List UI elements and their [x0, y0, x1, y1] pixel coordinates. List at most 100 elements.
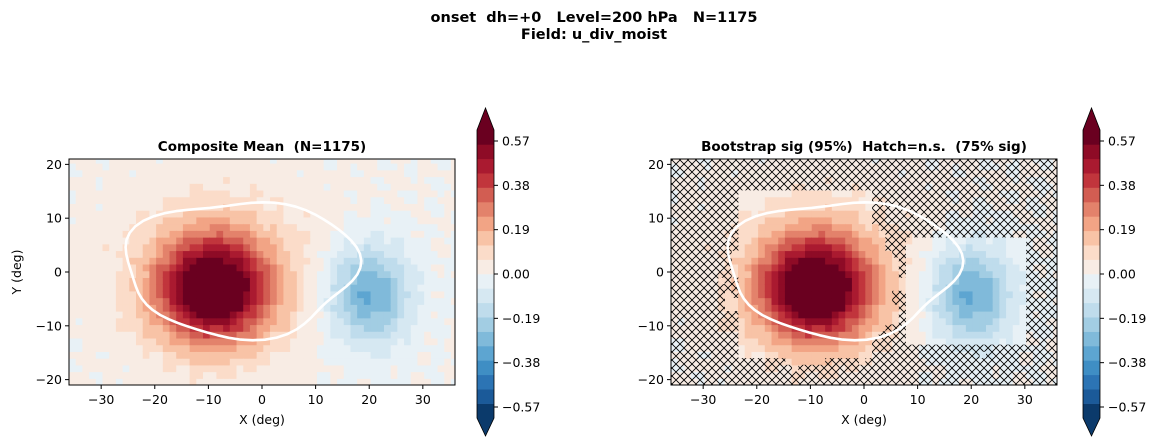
- heatmap-cell: [831, 263, 840, 272]
- hatch-cell: [992, 169, 1000, 177]
- hatch-cell: [671, 317, 679, 325]
- hatch-cell: [1012, 210, 1020, 218]
- hatch-cell: [764, 364, 772, 372]
- hatch-cell: [1006, 230, 1014, 238]
- hatch-cell: [1026, 250, 1034, 258]
- heatmap-cell: [1012, 331, 1021, 339]
- heatmap-cell: [945, 317, 954, 326]
- heatmap-cell: [1012, 284, 1021, 292]
- heatmap-cell: [102, 364, 110, 373]
- hatch-cell: [771, 358, 779, 366]
- heatmap-cell: [69, 189, 77, 198]
- heatmap-cell: [979, 270, 987, 278]
- heatmap-cell: [196, 277, 204, 285]
- heatmap-cell: [296, 257, 305, 265]
- hatch-cell: [838, 163, 846, 171]
- heatmap-cell: [136, 277, 144, 285]
- hatch-cell: [885, 351, 893, 359]
- hatch-cell: [878, 196, 886, 204]
- heatmap-cell: [122, 203, 130, 211]
- heatmap-cell: [410, 263, 419, 272]
- heatmap-cell: [102, 378, 110, 385]
- heatmap-cell: [69, 183, 77, 191]
- heatmap-cell: [189, 159, 197, 164]
- hatch-cell: [878, 189, 886, 198]
- heatmap-cell: [430, 237, 439, 245]
- heatmap-cell: [965, 277, 974, 285]
- heatmap-cell: [169, 210, 177, 218]
- heatmap-cell: [283, 176, 291, 184]
- hatch-cell: [731, 331, 739, 339]
- heatmap-cell: [444, 189, 452, 198]
- heatmap-cell: [851, 331, 860, 339]
- hatch-cell: [1026, 163, 1034, 171]
- heatmap-cell: [972, 277, 980, 285]
- heatmap-cell: [229, 203, 238, 211]
- heatmap-cell: [437, 311, 445, 319]
- hatch-cell: [878, 163, 886, 171]
- heatmap-cell: [397, 364, 405, 373]
- heatmap-cell: [216, 371, 224, 379]
- heatmap-cell: [102, 284, 110, 292]
- heatmap-cell: [136, 223, 144, 231]
- heatmap-cell: [825, 290, 833, 299]
- hatch-cell: [671, 169, 679, 177]
- heatmap-cell: [410, 284, 419, 292]
- heatmap-cell: [263, 284, 271, 292]
- hatch-cell: [858, 183, 866, 191]
- heatmap-cell: [330, 297, 338, 305]
- hatch-cell: [918, 351, 927, 359]
- heatmap-cell: [831, 250, 840, 258]
- heatmap-cell: [390, 163, 398, 171]
- heatmap-cell: [805, 189, 813, 198]
- heatmap-cell: [450, 378, 455, 385]
- heatmap-cell: [223, 277, 231, 285]
- heatmap-cell: [276, 223, 285, 231]
- heatmap-cell: [404, 183, 412, 191]
- hatch-cell: [731, 337, 739, 346]
- heatmap-cell: [196, 284, 204, 292]
- hatch-cell: [965, 196, 973, 204]
- heatmap-cell: [764, 324, 773, 332]
- heatmap-cell: [784, 284, 793, 292]
- heatmap-cell: [310, 163, 318, 171]
- heatmap-cell: [209, 378, 218, 385]
- heatmap-cell: [758, 324, 766, 332]
- heatmap-cell: [196, 358, 204, 366]
- heatmap-cell: [918, 243, 927, 252]
- heatmap-cell: [404, 277, 412, 285]
- heatmap-cell: [270, 250, 278, 258]
- heatmap-cell: [216, 159, 224, 164]
- heatmap-cell: [316, 337, 325, 346]
- hatch-cell: [764, 163, 772, 171]
- heatmap-cell: [216, 378, 224, 385]
- hatch-cell: [704, 344, 712, 352]
- heatmap-cell: [437, 284, 445, 292]
- heatmap-cell: [370, 257, 378, 265]
- heatmap-cell: [95, 210, 104, 218]
- heatmap-cell: [744, 270, 753, 278]
- heatmap-cell: [243, 378, 251, 385]
- heatmap-cell: [838, 277, 846, 285]
- heatmap-cell: [417, 311, 425, 319]
- heatmap-cell: [377, 230, 385, 238]
- hatch-cell: [872, 216, 880, 224]
- hatch-cell: [704, 263, 712, 272]
- heatmap-cell: [316, 351, 325, 359]
- hatch-cell: [711, 159, 719, 164]
- colorbar-segment: [477, 346, 494, 361]
- hatch-cell: [744, 378, 752, 385]
- heatmap-cell: [75, 304, 83, 312]
- heatmap-cell: [350, 344, 358, 352]
- hatch-cell: [999, 169, 1007, 177]
- heatmap-cell: [865, 270, 873, 278]
- hatch-cell: [717, 257, 726, 265]
- heatmap-cell: [738, 223, 746, 231]
- heatmap-cell: [838, 297, 846, 305]
- heatmap-cell: [383, 351, 392, 359]
- heatmap-cell: [109, 311, 117, 319]
- heatmap-cell: [838, 250, 846, 258]
- heatmap-cell: [925, 304, 933, 312]
- hatch-cell: [811, 176, 819, 184]
- heatmap-cell: [1012, 311, 1021, 319]
